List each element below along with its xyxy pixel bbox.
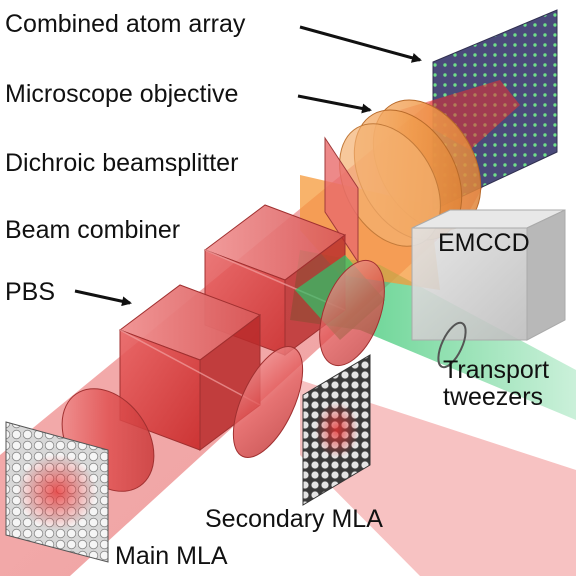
label-microscope-objective: Microscope objective (5, 80, 238, 108)
arrow-atom-array (299, 25, 422, 63)
label-secondary-mla: Secondary MLA (205, 505, 383, 533)
microscope-objective (339, 99, 482, 247)
main-mla (5, 421, 109, 563)
secondary-lens (319, 259, 385, 367)
label-beam-combiner: Beam combiner (5, 216, 180, 244)
emccd-camera (411, 209, 566, 341)
secondary-mla (302, 354, 371, 506)
label-tweezers: tweezers (443, 383, 543, 411)
arrow-pbs (74, 289, 132, 307)
arrow-objective (297, 94, 372, 114)
transport-tweezers-ring (437, 321, 467, 369)
label-main-mla: Main MLA (115, 542, 228, 570)
beam-combiner-cube (203, 204, 347, 356)
label-pbs: PBS (5, 278, 55, 306)
pbs-output-lens (232, 346, 304, 458)
focus-cone (400, 80, 520, 150)
label-combined-atom-array: Combined atom array (5, 10, 246, 38)
label-dichroic-beamsplitter: Dichroic beamsplitter (5, 149, 238, 177)
label-emccd: EMCCD (438, 229, 530, 257)
label-transport: Transport (443, 356, 549, 384)
